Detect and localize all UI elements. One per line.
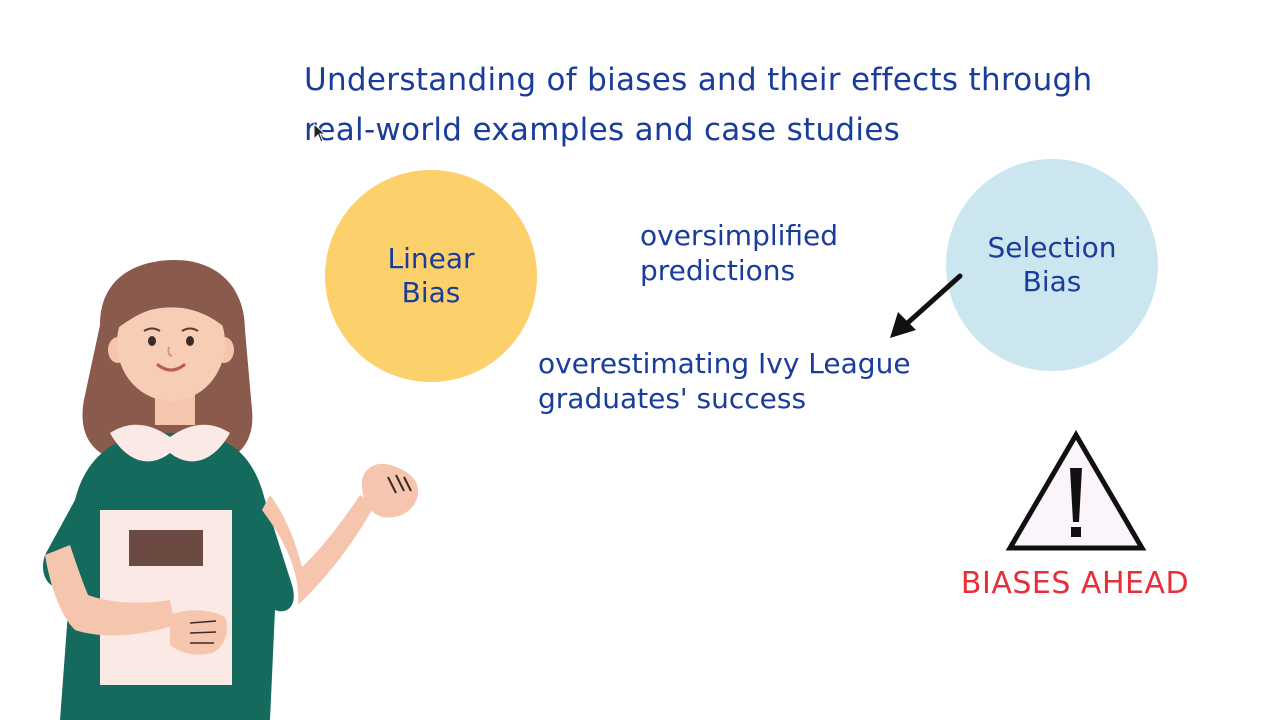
- mouse-pointer-icon: [313, 123, 327, 143]
- oversimplified-line-1: oversimplified: [640, 219, 839, 252]
- ivy-league-line-1: overestimating Ivy League: [538, 347, 911, 380]
- linear-bias-circle: Linear Bias: [325, 170, 537, 382]
- arrow-down-left-icon: [890, 273, 963, 338]
- oversimplified-predictions-note: oversimplified predictions: [640, 218, 838, 288]
- ivy-league-note: overestimating Ivy League graduates' suc…: [538, 346, 911, 416]
- page-title-line-1: Understanding of biases and their effect…: [304, 62, 1093, 98]
- linear-bias-label: Linear Bias: [387, 242, 475, 309]
- page-title: Understanding of biases and their effect…: [304, 55, 1204, 155]
- presenter-woman-illustration: [42, 260, 419, 720]
- biases-ahead-label: BIASES AHEAD: [960, 566, 1190, 601]
- page-title-line-2: real-world examples and case studies: [304, 112, 901, 148]
- ivy-league-line-2: graduates' success: [538, 382, 807, 415]
- selection-bias-circle: Selection Bias: [946, 159, 1158, 371]
- warning-triangle-icon: [1005, 430, 1147, 551]
- selection-bias-label: Selection Bias: [987, 231, 1117, 298]
- oversimplified-line-2: predictions: [640, 254, 796, 287]
